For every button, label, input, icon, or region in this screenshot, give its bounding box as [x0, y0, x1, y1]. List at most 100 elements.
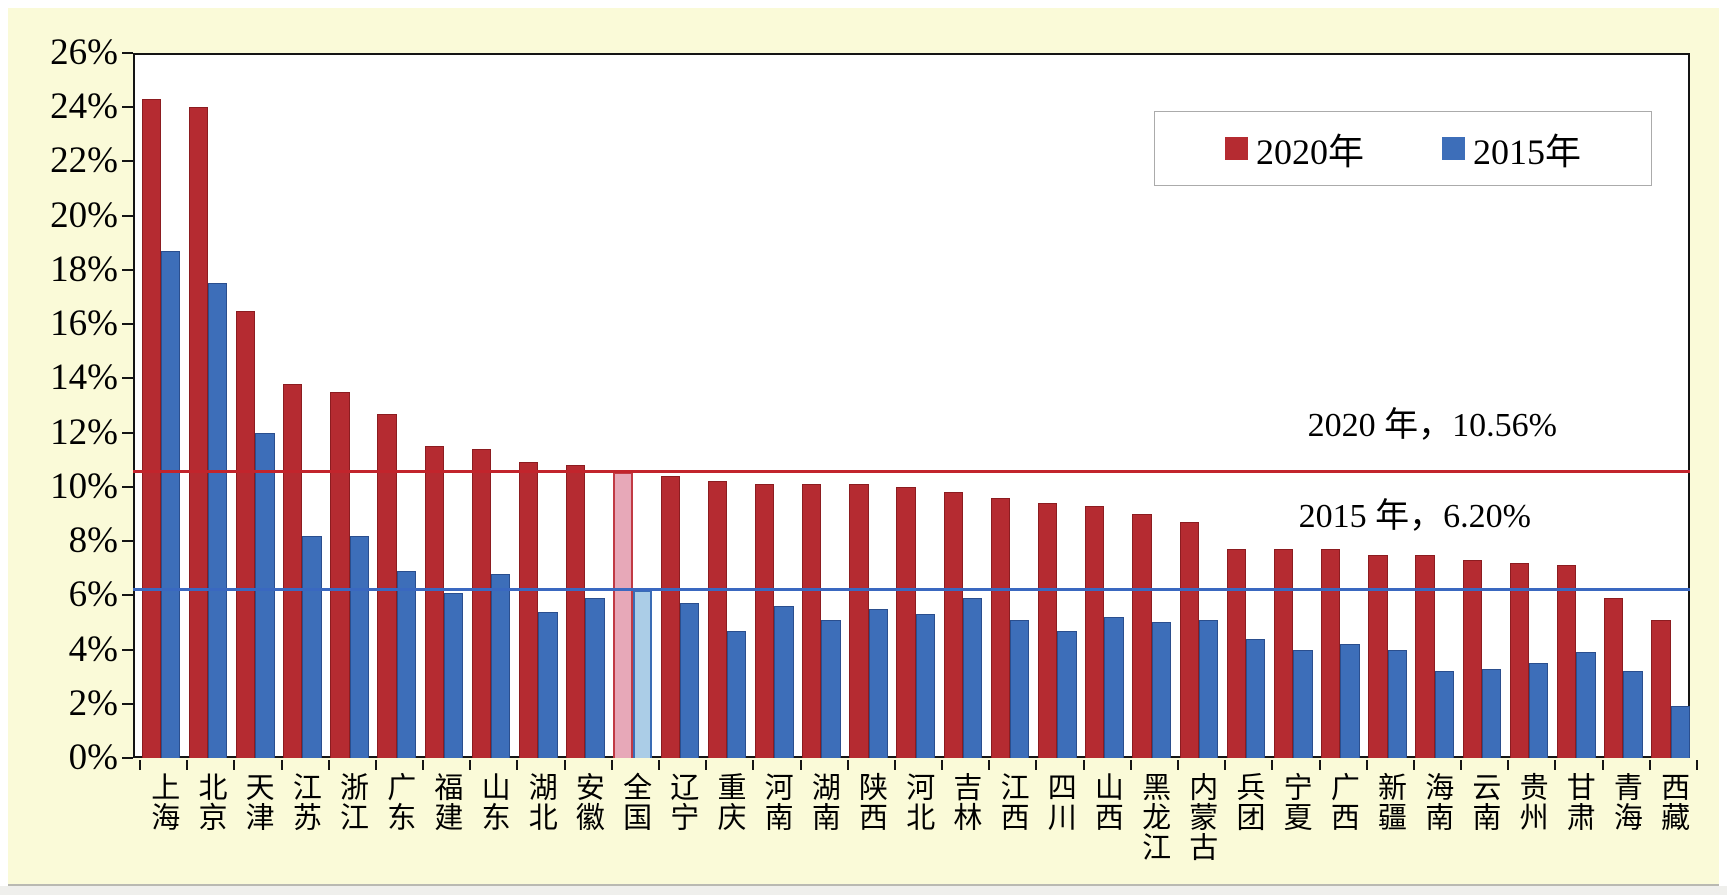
bar-2020-全国 [613, 471, 633, 758]
bar-2015-江西 [1010, 619, 1030, 758]
x-axis-tick [799, 760, 802, 770]
x-label-内蒙古: 内蒙古 [1184, 772, 1217, 862]
reference-line-6.2 [133, 588, 1690, 592]
x-label-重庆: 重庆 [712, 772, 745, 832]
bar-2015-甘肃 [1576, 652, 1596, 758]
bar-2015-广西 [1340, 644, 1360, 758]
x-label-甘肃: 甘肃 [1562, 772, 1595, 832]
bar-2020-江西 [990, 497, 1011, 758]
x-label-浙江: 浙江 [335, 772, 368, 832]
bar-2020-吉林 [943, 492, 963, 758]
x-axis-tick [422, 760, 425, 770]
y-axis-tick [122, 594, 133, 597]
x-axis-tick [658, 760, 660, 770]
x-label-西藏: 西藏 [1656, 772, 1689, 832]
bar-2015-湖北 [538, 611, 558, 758]
bar-group-辽宁 [652, 53, 700, 758]
bar-2015-福建 [443, 592, 464, 758]
bar-group-青海 [1596, 53, 1643, 758]
bar-group-云南 [1454, 53, 1502, 758]
x-axis-tick [1271, 760, 1274, 770]
bar-2015-安徽 [585, 598, 605, 758]
y-axis-tick-label: 8% [68, 520, 118, 562]
bar-group-河北 [888, 53, 936, 758]
y-axis-tick [122, 106, 133, 109]
bar-2015-山东 [491, 573, 511, 758]
bar-2020-山西 [1085, 505, 1105, 758]
bar-2015-青海 [1623, 671, 1643, 758]
x-axis-tick [1177, 760, 1179, 770]
x-label-福建: 福建 [429, 772, 462, 832]
bar-2020-河北 [896, 486, 916, 758]
bar-2015-辽宁 [679, 603, 700, 758]
y-axis-tick-label: 26% [50, 32, 118, 73]
bar-2015-四川 [1057, 630, 1077, 758]
x-axis-tick [941, 760, 944, 770]
x-axis-tick [893, 760, 896, 770]
bar-group-上海 [133, 53, 181, 758]
x-label-四川: 四川 [1043, 772, 1076, 832]
x-axis-tick [1129, 760, 1132, 770]
x-label-贵州: 贵州 [1515, 772, 1548, 832]
x-axis-tick [988, 760, 991, 770]
y-axis-tick [122, 214, 133, 217]
y-axis-tick [122, 52, 133, 54]
x-axis-tick [233, 760, 236, 770]
x-axis-tick [1460, 760, 1463, 770]
bar-2015-湖南 [821, 619, 841, 758]
x-axis-tick [1035, 760, 1038, 770]
y-axis-tick-label: 0% [68, 737, 118, 778]
bar-group-四川 [1029, 53, 1077, 758]
legend-item-2015: 2015年 [1442, 123, 1581, 175]
bar-2020-广东 [377, 413, 397, 758]
x-label-广西: 广西 [1326, 772, 1359, 832]
y-axis-tick-label: 16% [50, 303, 118, 345]
y-axis-tick-label: 14% [50, 357, 118, 399]
bar-group-安徽 [558, 53, 605, 758]
bar-group-兵团 [1218, 53, 1266, 758]
refline-2015-annotation: 2015 年，6.20% [1298, 498, 1531, 535]
y-axis-tick [122, 160, 133, 163]
bar-2015-山西 [1104, 617, 1124, 758]
x-label-天津: 天津 [241, 772, 274, 832]
bar-2015-云南 [1481, 668, 1502, 758]
bar-group-湖南 [794, 53, 841, 758]
x-label-山东: 山东 [477, 772, 510, 832]
y-axis-tick [122, 485, 133, 488]
bar-2020-江苏 [283, 383, 303, 758]
x-axis-tick [1318, 760, 1321, 770]
x-label-黑龙江: 黑龙江 [1137, 772, 1170, 862]
x-label-吉林: 吉林 [948, 772, 981, 832]
y-axis-tick-label: 2% [68, 682, 118, 724]
y-axis-tick [122, 540, 133, 543]
bar-2020-兵团 [1226, 549, 1247, 758]
y-axis-tick [122, 648, 133, 651]
x-label-宁夏: 宁夏 [1279, 772, 1312, 832]
bar-2015-上海 [160, 250, 181, 758]
bar-2020-重庆 [707, 481, 728, 758]
y-axis-tick-label: 18% [50, 248, 118, 290]
x-axis-tick [846, 760, 849, 770]
bar-group-福建 [416, 53, 464, 758]
bar-2015-吉林 [962, 598, 983, 758]
x-axis-tick [1082, 760, 1085, 770]
bar-group-广西 [1313, 53, 1360, 758]
x-axis-tick [327, 760, 330, 770]
bar-group-吉林 [935, 53, 983, 758]
y-axis-tick-label: 10% [50, 465, 118, 507]
bar-group-全国 [605, 53, 652, 758]
bar-2020-湖南 [802, 484, 822, 758]
bar-group-山西 [1077, 53, 1124, 758]
x-label-河南: 河南 [760, 772, 793, 832]
legend-swatch-2015-icon [1442, 137, 1465, 160]
x-label-陕西: 陕西 [854, 772, 887, 832]
x-axis-tick [469, 760, 472, 770]
bar-2015-全国 [632, 589, 652, 758]
refline-2020-annotation: 2020 年，10.56% [1307, 407, 1557, 444]
y-axis-tick [122, 268, 133, 271]
bar-2015-新疆 [1387, 649, 1407, 758]
x-axis-tick [1412, 760, 1415, 770]
bar-group-重庆 [699, 53, 747, 758]
x-axis-tick [186, 760, 189, 770]
